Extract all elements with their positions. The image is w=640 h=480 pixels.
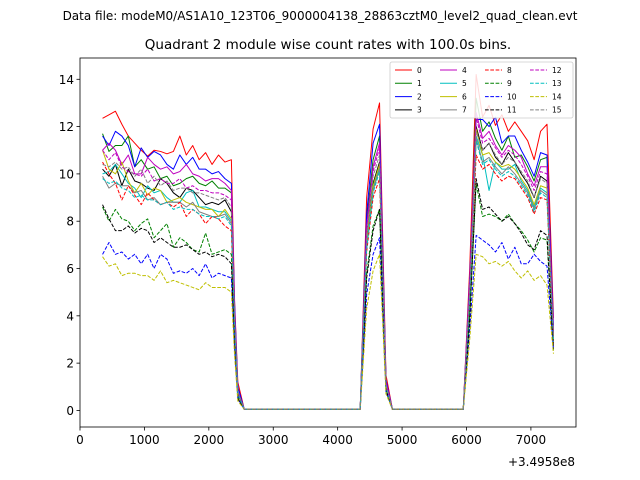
x-tick-label: 3000 bbox=[258, 433, 289, 447]
x-offset-label: +3.4958e8 bbox=[508, 455, 575, 469]
legend-label-11: 11 bbox=[507, 106, 517, 115]
x-tick-label: 7000 bbox=[516, 433, 547, 447]
axes-frame bbox=[79, 57, 577, 428]
series-lines bbox=[102, 74, 554, 410]
y-tick-label: 4 bbox=[66, 309, 74, 323]
y-tick-label: 12 bbox=[59, 120, 74, 134]
x-tick-label: 6000 bbox=[451, 433, 482, 447]
legend-label-3: 3 bbox=[417, 106, 422, 115]
legend-label-10: 10 bbox=[507, 92, 517, 101]
legend-label-13: 13 bbox=[552, 79, 562, 88]
plot-area: 0 1000 2000 3000 4000 5000 6000 700002468101214… bbox=[59, 57, 577, 447]
legend-label-5: 5 bbox=[462, 79, 467, 88]
x-tick-label: 1000 bbox=[129, 433, 160, 447]
legend-label-1: 1 bbox=[417, 79, 422, 88]
legend-label-2: 2 bbox=[417, 92, 422, 101]
x-tick-label: 2000 bbox=[194, 433, 225, 447]
series-line-14 bbox=[102, 253, 554, 410]
suptitle: Data file: modeM0/AS1A10_123T06_90000041… bbox=[63, 9, 578, 23]
legend-label-14: 14 bbox=[552, 92, 562, 101]
x-tick-label: 5000 bbox=[387, 433, 418, 447]
legend-label-12: 12 bbox=[552, 66, 562, 75]
series-line-15 bbox=[102, 130, 554, 410]
y-tick-label: 0 bbox=[66, 404, 74, 418]
x-tick-label: 0 bbox=[76, 433, 84, 447]
legend-label-7: 7 bbox=[462, 106, 467, 115]
y-tick-label: 14 bbox=[59, 73, 74, 87]
legend-frame bbox=[389, 61, 574, 119]
legend-label-9: 9 bbox=[507, 79, 512, 88]
legend-label-15: 15 bbox=[552, 106, 562, 115]
y-tick-label: 2 bbox=[66, 357, 74, 371]
y-tick-label: 6 bbox=[66, 262, 74, 276]
legend-label-8: 8 bbox=[507, 66, 512, 75]
y-tick-label: 10 bbox=[59, 167, 74, 181]
x-tick-label: 4000 bbox=[322, 433, 353, 447]
series-line-13 bbox=[102, 140, 554, 410]
legend-label-4: 4 bbox=[462, 66, 467, 75]
legend-label-0: 0 bbox=[417, 66, 422, 75]
y-tick-label: 8 bbox=[66, 215, 74, 229]
legend-label-6: 6 bbox=[462, 92, 467, 101]
chart-title: Quadrant 2 module wise count rates with … bbox=[145, 37, 511, 53]
